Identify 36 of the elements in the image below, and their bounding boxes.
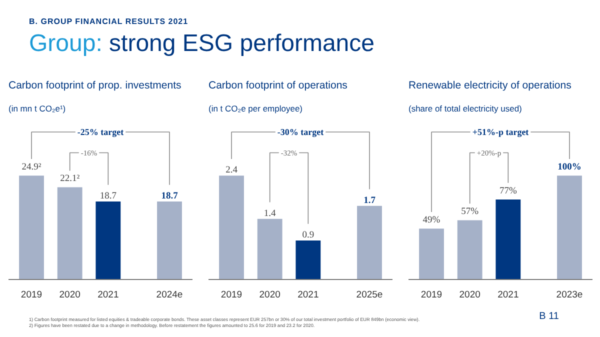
data-label: 1.4	[264, 208, 276, 219]
text: -25% target	[77, 127, 124, 138]
data-label: 18.7	[161, 191, 178, 202]
x-tick-label: 2019	[220, 290, 242, 300]
text: +51%-p target	[472, 127, 529, 138]
x-tick-label: 2019	[420, 290, 442, 300]
chart-subtitle: (in t CO₂e per employee)	[208, 104, 303, 114]
data-label: 0.9	[302, 230, 314, 240]
x-tick-label: 2023e	[556, 290, 583, 300]
x-tick-label: 2020	[459, 290, 480, 300]
text: -30% target	[277, 127, 324, 138]
x-tick-label: 2021	[98, 290, 119, 300]
x-tick-label: 2025e	[356, 290, 383, 300]
data-label: 1.7	[364, 196, 376, 206]
x-tick-label: 2021	[498, 290, 519, 300]
text: Group: strong ESG performance	[29, 30, 374, 58]
data-label: 24.9²	[22, 162, 42, 173]
data-label: 2.4	[226, 166, 238, 176]
data-label: 18.7	[100, 191, 117, 202]
x-tick-label: 2021	[298, 290, 319, 300]
x-tick-label: 2019	[20, 290, 42, 300]
chart-title: Carbon footprint of prop. investments	[8, 80, 182, 92]
chart-title: Carbon footprint of operations	[208, 80, 348, 92]
data-label: 100%	[558, 162, 582, 173]
text: B. GROUP FINANCIAL RESULTS 2021	[29, 17, 190, 26]
data-label: 22.1²	[60, 174, 80, 184]
x-tick-label: 2020	[259, 290, 280, 300]
x-tick-label: 2024e	[156, 290, 183, 300]
data-label: 77%	[499, 186, 517, 196]
data-label: 57%	[461, 207, 479, 218]
chart-subtitle: (in mn t CO₂e¹)	[8, 104, 66, 114]
text: B 11	[539, 311, 559, 322]
chart-subtitle: (share of total electricity used)	[408, 104, 522, 114]
x-tick-label: 2020	[59, 290, 80, 300]
chart-title: Renewable electricity of operations	[408, 80, 572, 92]
data-label: 49%	[422, 215, 440, 226]
